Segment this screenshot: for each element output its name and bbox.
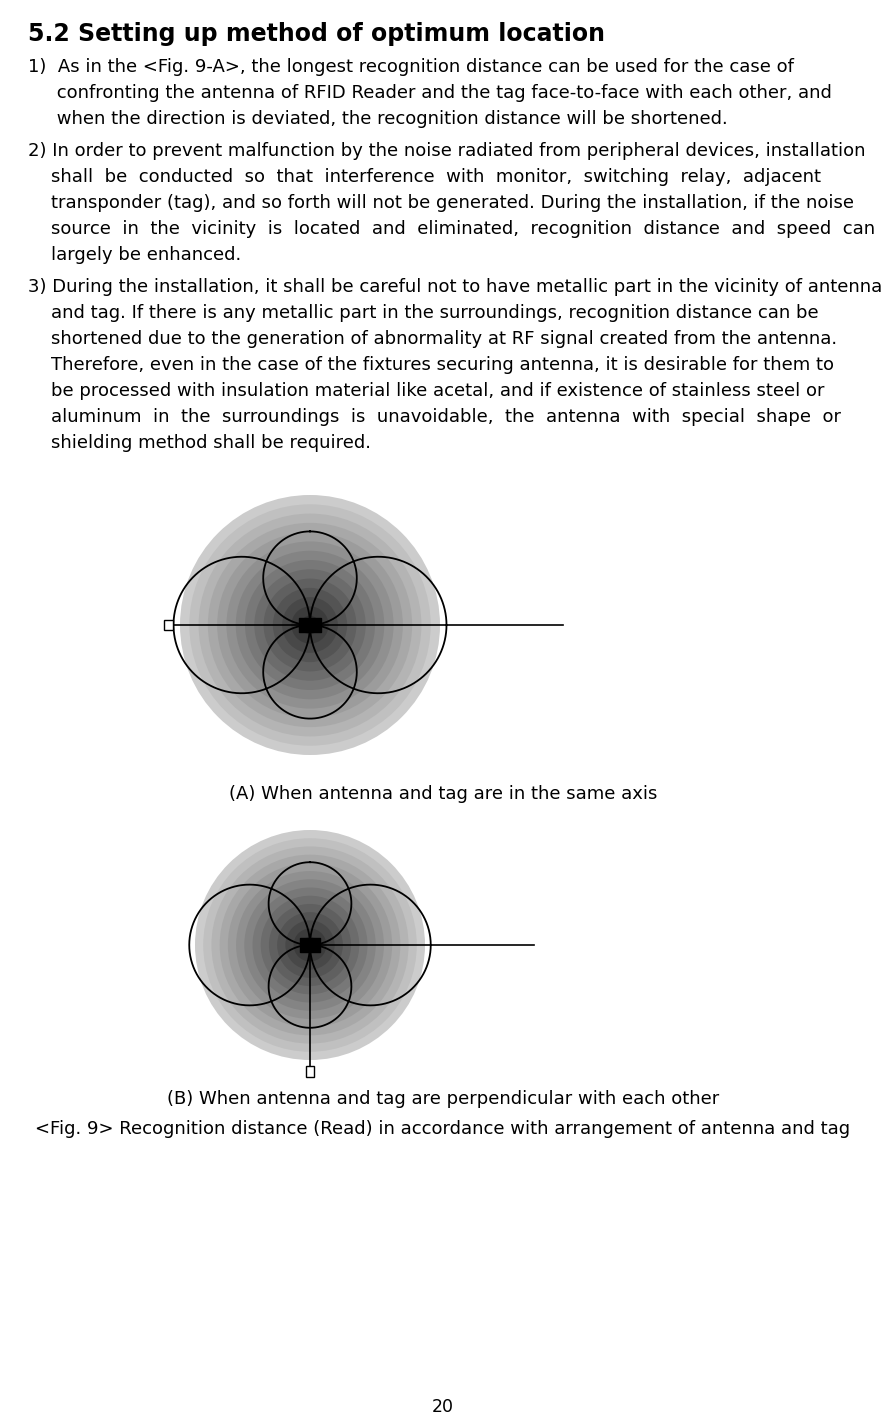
Ellipse shape <box>269 904 351 987</box>
Text: source  in  the  vicinity  is  located  and  eliminated,  recognition  distance : source in the vicinity is located and el… <box>28 220 875 238</box>
Ellipse shape <box>220 854 400 1035</box>
Text: shortened due to the generation of abnormality at RF signal created from the ant: shortened due to the generation of abnor… <box>28 330 837 348</box>
Ellipse shape <box>208 523 412 727</box>
Text: 2) In order to prevent malfunction by the noise radiated from peripheral devices: 2) In order to prevent malfunction by th… <box>28 141 866 160</box>
Text: aluminum  in  the  surroundings  is  unavoidable,  the  antenna  with  special  : aluminum in the surroundings is unavoida… <box>28 408 841 426</box>
Text: <Fig. 9> Recognition distance (Read) in accordance with arrangement of antenna a: <Fig. 9> Recognition distance (Read) in … <box>35 1120 851 1138</box>
Text: 20: 20 <box>432 1398 454 1417</box>
Text: 1)  As in the <Fig. 9-A>, the longest recognition distance can be used for the c: 1) As in the <Fig. 9-A>, the longest rec… <box>28 59 794 76</box>
Text: Therefore, even in the case of the fixtures securing antenna, it is desirable fo: Therefore, even in the case of the fixtu… <box>28 356 834 374</box>
Ellipse shape <box>277 912 343 978</box>
Text: (A) When antenna and tag are in the same axis: (A) When antenna and tag are in the same… <box>229 785 657 803</box>
Bar <box>307 1065 314 1077</box>
Ellipse shape <box>212 847 408 1044</box>
Ellipse shape <box>291 607 329 644</box>
Ellipse shape <box>195 830 425 1060</box>
Text: largely be enhanced.: largely be enhanced. <box>28 246 241 264</box>
Ellipse shape <box>180 496 440 755</box>
Text: shall  be  conducted  so  that  interference  with  monitor,  switching  relay, : shall be conducted so that interference … <box>28 169 821 186</box>
Text: transponder (tag), and so forth will not be generated. During the installation, : transponder (tag), and so forth will not… <box>28 194 854 211</box>
Text: 5.2 Setting up method of optimum location: 5.2 Setting up method of optimum locatio… <box>28 21 605 46</box>
Ellipse shape <box>227 541 393 708</box>
Ellipse shape <box>190 504 431 745</box>
Text: when the direction is deviated, the recognition distance will be shortened.: when the direction is deviated, the reco… <box>28 110 727 129</box>
Text: and tag. If there is any metallic part in the surroundings, recognition distance: and tag. If there is any metallic part i… <box>28 304 819 321</box>
Ellipse shape <box>245 560 375 690</box>
Ellipse shape <box>300 615 319 634</box>
Ellipse shape <box>282 597 338 653</box>
Ellipse shape <box>263 578 356 671</box>
Ellipse shape <box>245 880 376 1011</box>
Ellipse shape <box>285 921 335 970</box>
Bar <box>165 620 174 630</box>
Ellipse shape <box>302 937 318 954</box>
Bar <box>300 938 320 951</box>
Ellipse shape <box>236 871 384 1020</box>
Ellipse shape <box>203 838 416 1052</box>
Text: be processed with insulation material like acetal, and if existence of stainless: be processed with insulation material li… <box>28 383 825 400</box>
Ellipse shape <box>198 514 422 737</box>
Text: confronting the antenna of RFID Reader and the tag face-to-face with each other,: confronting the antenna of RFID Reader a… <box>28 84 832 101</box>
Ellipse shape <box>254 570 366 681</box>
Ellipse shape <box>217 533 403 718</box>
Ellipse shape <box>293 928 326 961</box>
Ellipse shape <box>253 887 368 1002</box>
Ellipse shape <box>273 588 347 663</box>
Text: shielding method shall be required.: shielding method shall be required. <box>28 434 371 453</box>
Ellipse shape <box>236 551 385 700</box>
Text: (B) When antenna and tag are perpendicular with each other: (B) When antenna and tag are perpendicul… <box>167 1090 719 1108</box>
Bar <box>299 617 321 633</box>
Ellipse shape <box>260 895 360 994</box>
Ellipse shape <box>228 863 392 1027</box>
Text: 3) During the installation, it shall be careful not to have metallic part in the: 3) During the installation, it shall be … <box>28 278 882 296</box>
